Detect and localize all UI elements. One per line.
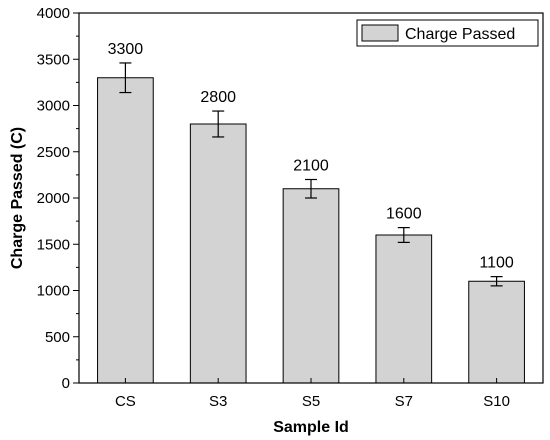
- bar-s10: [468, 280, 525, 384]
- bar-s5: [282, 188, 340, 384]
- bar-s7: [375, 234, 433, 384]
- bars-layer: [97, 77, 525, 384]
- legend: Charge Passed: [356, 19, 539, 47]
- error-bars-layer: [119, 62, 503, 287]
- y-tick-label-500: 500: [45, 329, 70, 346]
- x-axis-title: Sample Id: [273, 419, 349, 436]
- data-label-s5: 2100: [293, 158, 329, 175]
- y-tick-label-1500: 1500: [37, 236, 70, 253]
- data-label-s7: 1600: [386, 206, 422, 223]
- y-tick-label-2500: 2500: [37, 144, 70, 161]
- x-tick-label-cs: CS: [115, 393, 136, 410]
- data-label-s10: 1100: [479, 255, 514, 272]
- y-tick-label-3500: 3500: [37, 51, 70, 68]
- legend-label: Charge Passed: [405, 26, 515, 43]
- data-label-cs: 3300: [108, 41, 144, 58]
- legend-swatch: [361, 24, 399, 42]
- ticks-layer: CS S3 S5 S7 S10 0 500 1000 1500 2000 2500 3000 3500 4…: [37, 5, 510, 410]
- plot-frame: [78, 12, 544, 384]
- data-label-s3: 2800: [200, 89, 236, 106]
- y-tick-label-3000: 3000: [37, 98, 70, 115]
- data-labels-layer: 3300 2800 2100 1600 1100: [108, 41, 514, 272]
- bar-cs: [97, 77, 154, 384]
- x-tick-label-s3: S3: [209, 393, 227, 410]
- bar-s3: [189, 123, 247, 384]
- y-tick-label-4000: 4000: [37, 5, 70, 22]
- y-tick-label-2000: 2000: [37, 190, 70, 207]
- y-tick-label-0: 0: [62, 375, 70, 392]
- x-tick-label-s5: S5: [302, 393, 320, 410]
- x-tick-label-s10: S10: [483, 393, 510, 410]
- y-axis-title: Charge Passed (C): [9, 127, 26, 269]
- x-tick-label-s7: S7: [395, 393, 413, 410]
- y-tick-label-1000: 1000: [37, 283, 70, 300]
